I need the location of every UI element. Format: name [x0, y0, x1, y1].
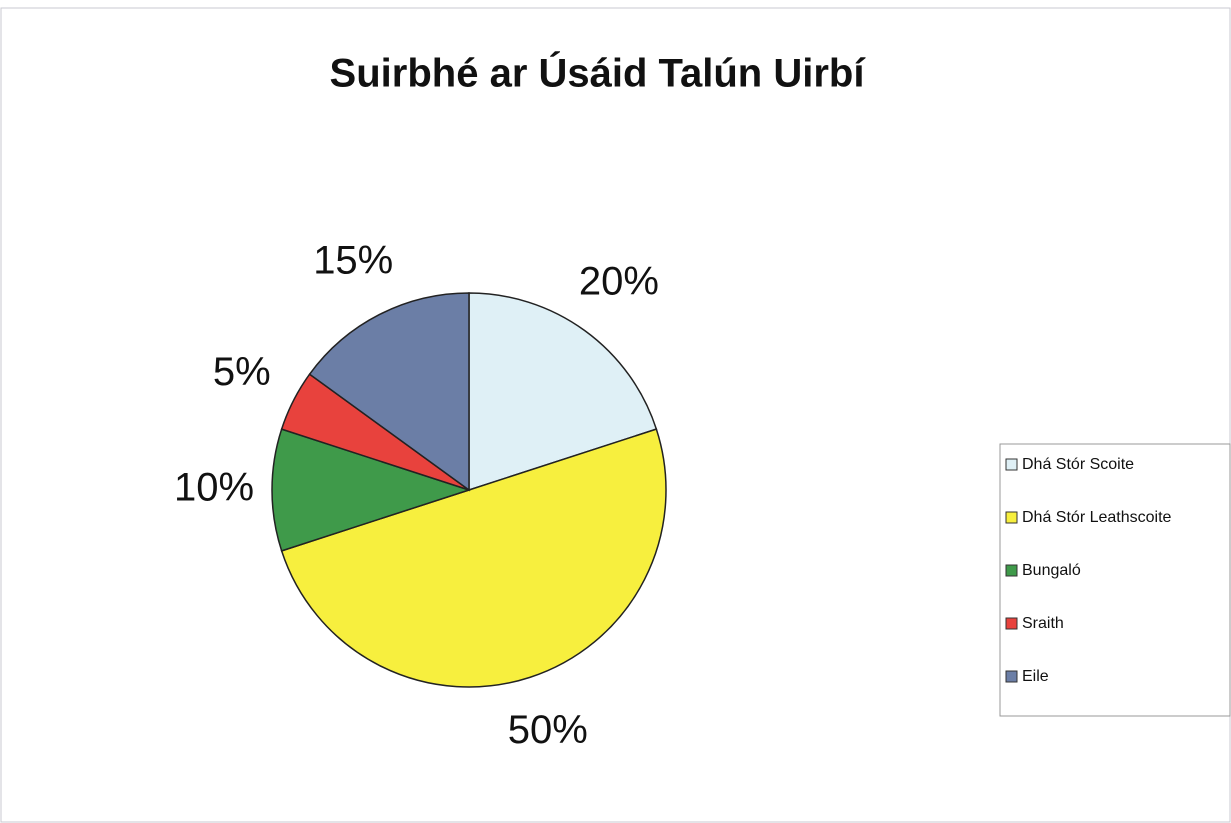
legend-box [999, 443, 1231, 717]
legend-label: Dhá Stór Leathscoite [1022, 509, 1172, 526]
legend-label: Sraith [1022, 615, 1064, 632]
data-label: 5% [213, 350, 271, 394]
legend-label: Eile [1022, 668, 1049, 685]
data-label: 15% [313, 238, 393, 282]
legend-swatch [1005, 670, 1018, 683]
data-label: 20% [579, 259, 659, 303]
legend-swatch [1005, 617, 1018, 630]
pie-slice [280, 428, 667, 688]
pie-slice [468, 292, 658, 492]
data-label: 10% [174, 466, 254, 510]
pie-slice [271, 428, 472, 552]
legend-label: Bungaló [1022, 562, 1081, 579]
legend-swatch [1005, 564, 1018, 577]
legend-swatch [1005, 511, 1018, 524]
chart-title: Suirbhé ar Úsáid Talún Uirbí [330, 50, 867, 96]
legend-swatch [1005, 458, 1018, 471]
legend-label: Dhá Stór Scoite [1022, 456, 1134, 473]
pie-slice [308, 292, 470, 492]
data-label: 50% [508, 708, 588, 752]
